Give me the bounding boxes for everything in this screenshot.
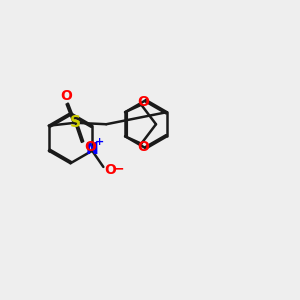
- Text: N: N: [86, 142, 98, 157]
- Text: O: O: [137, 95, 149, 109]
- Text: O: O: [84, 140, 96, 154]
- Text: O: O: [104, 164, 116, 178]
- Text: −: −: [113, 161, 124, 175]
- Text: O: O: [61, 89, 72, 103]
- Text: S: S: [70, 115, 81, 130]
- Text: +: +: [95, 137, 104, 147]
- Text: O: O: [137, 140, 149, 154]
